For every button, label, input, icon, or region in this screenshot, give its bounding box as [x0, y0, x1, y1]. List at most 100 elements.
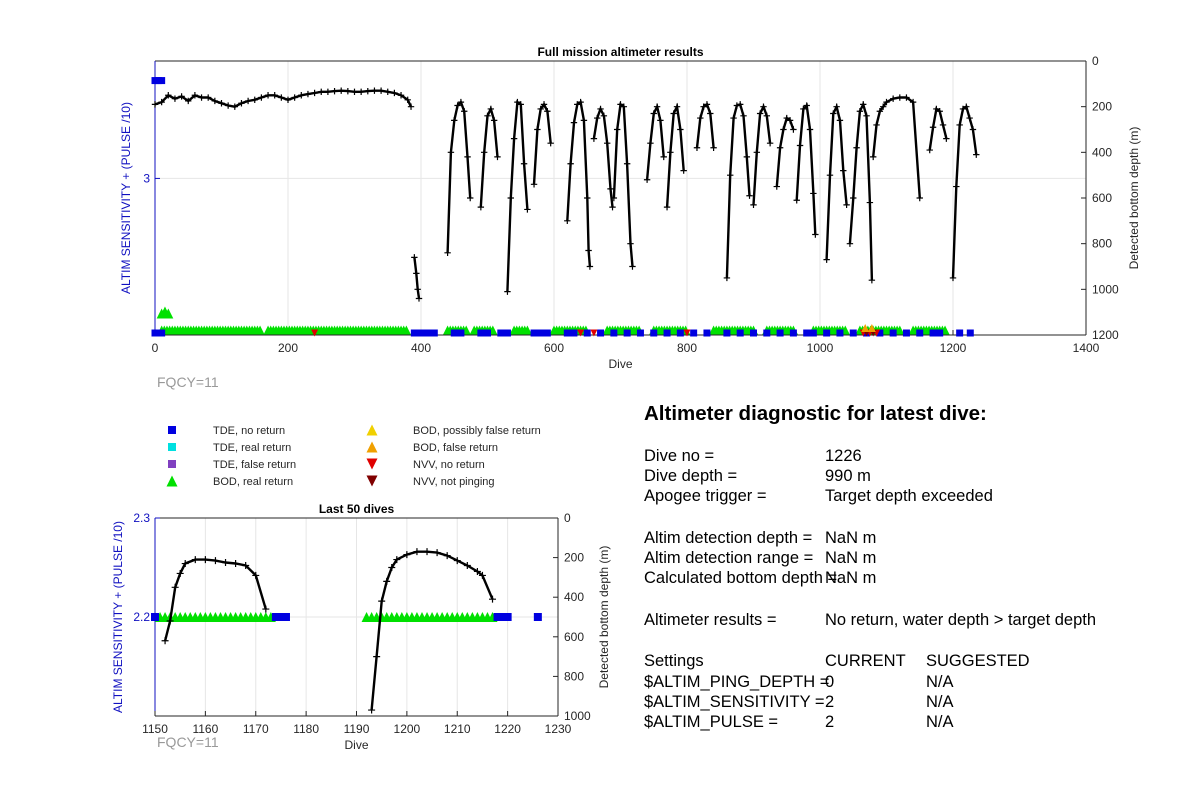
tde-no-return-marker	[493, 613, 502, 621]
y-right-tick-label: 800	[1092, 237, 1112, 251]
tde-no-return-marker	[636, 329, 644, 337]
depth-point	[903, 94, 910, 101]
depth-point	[647, 140, 654, 147]
depth-point	[185, 97, 192, 105]
depth-point	[929, 124, 937, 131]
y-right-axis-label: Detected bottom depth (m)	[1127, 127, 1141, 270]
depth-point	[853, 144, 860, 151]
tde-no-return-marker	[876, 329, 884, 337]
depth-point	[371, 87, 378, 94]
tde-no-return-marker	[929, 329, 937, 337]
diagnostic-panel: Altimeter diagnostic for latest dive: Di…	[644, 402, 1096, 731]
tde-no-return-marker	[597, 329, 605, 337]
depth-point	[936, 108, 943, 115]
x-tick-label: 1160	[192, 722, 218, 736]
depth-point	[514, 98, 521, 106]
tde-no-return-marker	[563, 329, 571, 337]
depth-point	[870, 153, 877, 161]
x-tick-label: 1180	[293, 722, 319, 736]
depth-point	[198, 94, 205, 101]
tde-no-return-marker	[823, 329, 831, 337]
depth-point	[966, 114, 973, 122]
depth-series-line	[413, 257, 421, 299]
depth-point	[584, 194, 591, 202]
depth-point	[753, 149, 761, 156]
depth-point	[191, 92, 199, 99]
calc-bottom-label: Calculated bottom depth =	[644, 569, 838, 587]
depth-point	[580, 117, 588, 124]
legend-marker	[168, 460, 176, 468]
depth-point	[896, 94, 903, 101]
depth-point	[803, 102, 810, 109]
tde-no-return-marker	[281, 613, 290, 621]
depth-point	[700, 103, 707, 110]
tde-no-return-marker	[497, 329, 505, 337]
depth-point	[746, 192, 753, 199]
settings-header-current: CURRENT	[825, 652, 906, 670]
tde-no-return-marker	[763, 329, 771, 337]
depth-point	[451, 117, 458, 124]
depth-point	[763, 112, 770, 119]
apogee-value: Target depth exceeded	[825, 487, 993, 505]
depth-point	[963, 103, 970, 110]
depth-point	[564, 217, 571, 225]
dive-depth-value: 990 m	[825, 467, 871, 485]
depth-point	[617, 101, 624, 108]
tde-no-return-marker	[543, 329, 551, 337]
depth-point	[703, 101, 711, 108]
depth-point	[567, 160, 574, 167]
x-tick-label: 800	[677, 341, 697, 355]
calc-bottom-value: NaN m	[825, 569, 877, 587]
depth-point	[537, 105, 544, 113]
depth-series-line	[154, 89, 413, 108]
depth-point	[166, 617, 174, 625]
y-left-tick-label: 2.2	[133, 610, 150, 624]
depth-point	[158, 98, 165, 106]
depth-point	[242, 562, 250, 570]
chart-title: Last 50 dives	[319, 502, 395, 516]
y-right-tick-label: 200	[564, 551, 584, 565]
depth-point	[783, 114, 790, 122]
depth-point	[264, 92, 272, 99]
depth-point	[171, 95, 179, 102]
depth-point	[577, 98, 584, 106]
depth-point	[677, 126, 684, 133]
depth-point	[868, 277, 876, 284]
depth-series-line	[951, 104, 978, 278]
depth-point	[846, 240, 854, 247]
depth-point	[730, 114, 737, 122]
depth-point	[484, 112, 491, 119]
depth-point	[211, 557, 219, 565]
depth-point	[697, 114, 704, 122]
x-tick-label: 200	[278, 341, 298, 355]
depth-point	[517, 101, 524, 108]
tde-no-return-marker	[956, 329, 964, 337]
depth-point	[388, 564, 396, 571]
depth-point	[311, 89, 318, 97]
depth-point	[610, 194, 618, 202]
bod-real-return-marker	[255, 325, 265, 335]
depth-point	[489, 595, 497, 603]
depth-point	[740, 112, 747, 119]
y-right-tick-label: 1000	[1092, 282, 1119, 296]
depth-point	[879, 103, 887, 110]
depth-point	[657, 117, 664, 124]
legend-marker	[366, 458, 378, 470]
apogee-label: Apogee trigger =	[644, 487, 767, 505]
depth-point	[373, 653, 381, 661]
depth-point	[364, 87, 371, 95]
y-right-tick-label: 600	[1092, 191, 1112, 205]
depth-point	[597, 105, 604, 113]
depth-point	[653, 103, 661, 110]
depth-point	[609, 203, 616, 211]
y-right-axis-label: Detected bottom depth (m)	[597, 546, 611, 689]
tde-no-return-marker	[610, 329, 618, 337]
depth-point	[707, 110, 714, 117]
depth-series-line	[479, 105, 499, 208]
tde-no-return-marker	[902, 329, 910, 337]
depth-point	[670, 110, 677, 117]
depth-point	[850, 194, 857, 202]
depth-point	[171, 583, 179, 591]
depth-point	[520, 160, 528, 167]
legend-label: TDE, real return	[213, 442, 291, 454]
